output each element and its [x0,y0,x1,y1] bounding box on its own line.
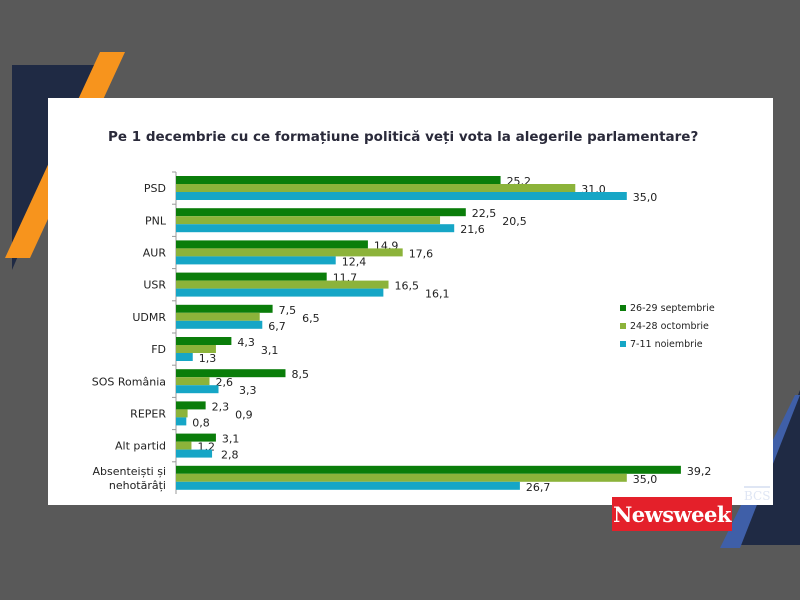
bar [176,256,336,265]
category-label: USR [143,279,166,292]
category-label: PSD [144,182,166,195]
category-label: REPER [130,408,166,421]
bar [176,216,441,225]
data-label: 35,0 [633,191,658,204]
legend-swatch [620,341,626,347]
category-label: PNL [145,214,167,227]
bar [176,441,192,450]
category-label: UDMR [132,311,166,324]
bar [176,377,210,386]
data-label: 39,2 [687,465,712,478]
bar [176,465,681,474]
bar [176,176,501,184]
legend-label: 26-29 septembrie [630,303,715,314]
legend-label: 24-28 octombrie [630,321,709,332]
slide [48,98,773,505]
data-label: 6,7 [268,320,286,333]
legend-swatch [620,323,626,329]
bar [176,369,286,378]
data-label: 6,5 [302,312,320,325]
bar [176,449,213,458]
data-label: 2,6 [215,376,233,389]
data-label: 8,5 [291,368,309,381]
data-label: 16,1 [425,288,450,301]
bar [176,385,219,394]
bar [176,345,216,353]
bar [176,208,466,217]
data-label: 35,0 [633,473,658,486]
bar [176,337,232,345]
bar [176,353,193,361]
bar [176,481,520,490]
data-label: 3,1 [261,344,279,357]
bar [176,288,384,297]
category-label: FD [151,343,166,356]
data-label: 26,7 [526,481,551,494]
data-label: 22,5 [472,207,497,220]
data-label: 4,3 [237,336,255,349]
data-label: 3,3 [239,384,257,397]
legend-label: 7-11 noiembrie [630,339,703,350]
data-label: 1,3 [199,352,217,365]
bar [176,433,216,442]
data-label: 3,1 [222,433,240,446]
data-label: 21,6 [460,223,485,236]
bar [176,473,627,482]
bcs-logo: BCS [744,486,771,503]
bar [176,224,455,233]
data-label: 0,9 [235,408,253,421]
data-label: 2,8 [221,449,239,462]
bar [176,280,389,289]
bar [176,272,327,281]
data-label: 16,5 [395,280,420,293]
data-label: 2,3 [212,400,230,413]
category-label: Alt partid [115,440,166,453]
bar [176,417,187,426]
bar [176,304,273,313]
chart-title: Pe 1 decembrie cu ce formațiune politică… [108,129,699,145]
newsweek-logo: Newsweek [612,497,732,531]
data-label: 20,5 [502,215,527,228]
category-label: nehotărâți [109,479,166,492]
category-label: AUR [143,247,167,260]
data-label: 17,6 [409,247,434,260]
legend-swatch [620,305,626,311]
bar [176,320,263,329]
bar [176,184,576,192]
category-label: Absenteiști și [93,465,167,478]
bar [176,409,188,418]
bar [176,192,627,200]
bar [176,248,403,257]
data-label: 7,5 [279,304,297,317]
data-label: 12,4 [342,255,367,268]
category-label: SOS România [92,375,166,388]
bar [176,312,260,321]
bar [176,240,368,249]
bar [176,401,206,410]
data-label: 0,8 [192,416,210,429]
